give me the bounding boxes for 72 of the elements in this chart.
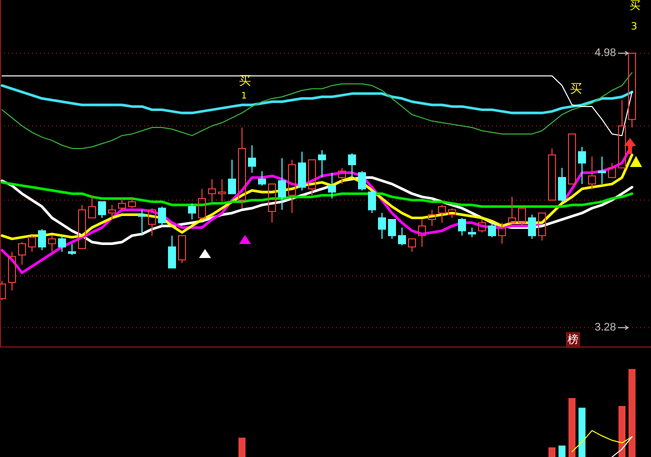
candlestick — [208, 178, 216, 202]
candlestick — [78, 204, 86, 250]
bar — [568, 398, 576, 457]
candlestick — [288, 159, 296, 214]
y-tick-label: 4.98 — [594, 47, 616, 60]
candlestick — [168, 235, 176, 268]
candlestick — [538, 212, 546, 241]
annotation: 买 — [570, 81, 582, 96]
candlestick — [448, 208, 456, 218]
bar — [238, 438, 246, 457]
candlestick — [238, 127, 246, 209]
annotation: 买 — [239, 73, 251, 88]
candlestick — [228, 159, 236, 194]
candlestick — [318, 150, 326, 178]
bar — [628, 369, 636, 457]
candlestick — [88, 194, 96, 218]
candlestick — [518, 208, 526, 226]
line-series — [2, 75, 632, 136]
candlestick — [558, 167, 566, 202]
annotation: 1 — [241, 91, 247, 102]
candlestick — [58, 235, 66, 252]
candlestick — [198, 188, 206, 220]
y-tick-label: 3.28 — [594, 322, 616, 334]
candlestick — [48, 235, 56, 252]
candlestick — [308, 159, 316, 196]
candlestick — [378, 212, 386, 240]
candlestick — [28, 235, 36, 252]
candlestick — [528, 214, 536, 240]
candlestick — [108, 204, 116, 220]
bar — [618, 406, 626, 457]
candlestick — [338, 167, 346, 184]
line-series — [2, 72, 632, 149]
candlestick — [268, 183, 276, 224]
candlestick — [548, 148, 556, 201]
candlestick — [8, 251, 16, 292]
candlestick — [138, 209, 146, 236]
candlestick — [298, 151, 306, 191]
annotation: 3 — [630, 22, 638, 33]
candlestick — [608, 162, 616, 178]
annotation: 榜 — [568, 333, 578, 346]
candlestick — [98, 201, 106, 218]
candlestick — [218, 178, 226, 202]
bar — [548, 447, 556, 457]
candlestick — [418, 219, 426, 248]
annotation: 买 — [630, 0, 640, 12]
candlestick — [408, 238, 416, 252]
candlestick — [348, 152, 356, 178]
candlestick — [68, 243, 76, 256]
candlestick — [438, 204, 446, 224]
candlestick — [588, 156, 596, 190]
candlestick — [598, 156, 606, 184]
candlestick — [618, 100, 626, 168]
candlestick — [188, 202, 196, 220]
candlestick — [428, 209, 436, 226]
candlestick — [248, 144, 256, 174]
candlestick — [578, 146, 586, 184]
candlestick — [328, 172, 336, 200]
candlestick — [18, 242, 26, 266]
bar — [558, 446, 566, 457]
candlestick — [258, 170, 266, 186]
candlestick — [118, 198, 126, 210]
candlestick — [388, 219, 396, 240]
candlestick — [468, 227, 476, 238]
candlestick — [398, 227, 406, 246]
candlestick — [508, 196, 516, 224]
candlestick — [488, 222, 496, 238]
candlestick — [148, 208, 156, 236]
candlestick — [628, 52, 636, 128]
bar — [578, 408, 586, 457]
candlestick — [278, 158, 286, 210]
candlestick — [498, 222, 506, 244]
line-series — [0, 84, 634, 114]
